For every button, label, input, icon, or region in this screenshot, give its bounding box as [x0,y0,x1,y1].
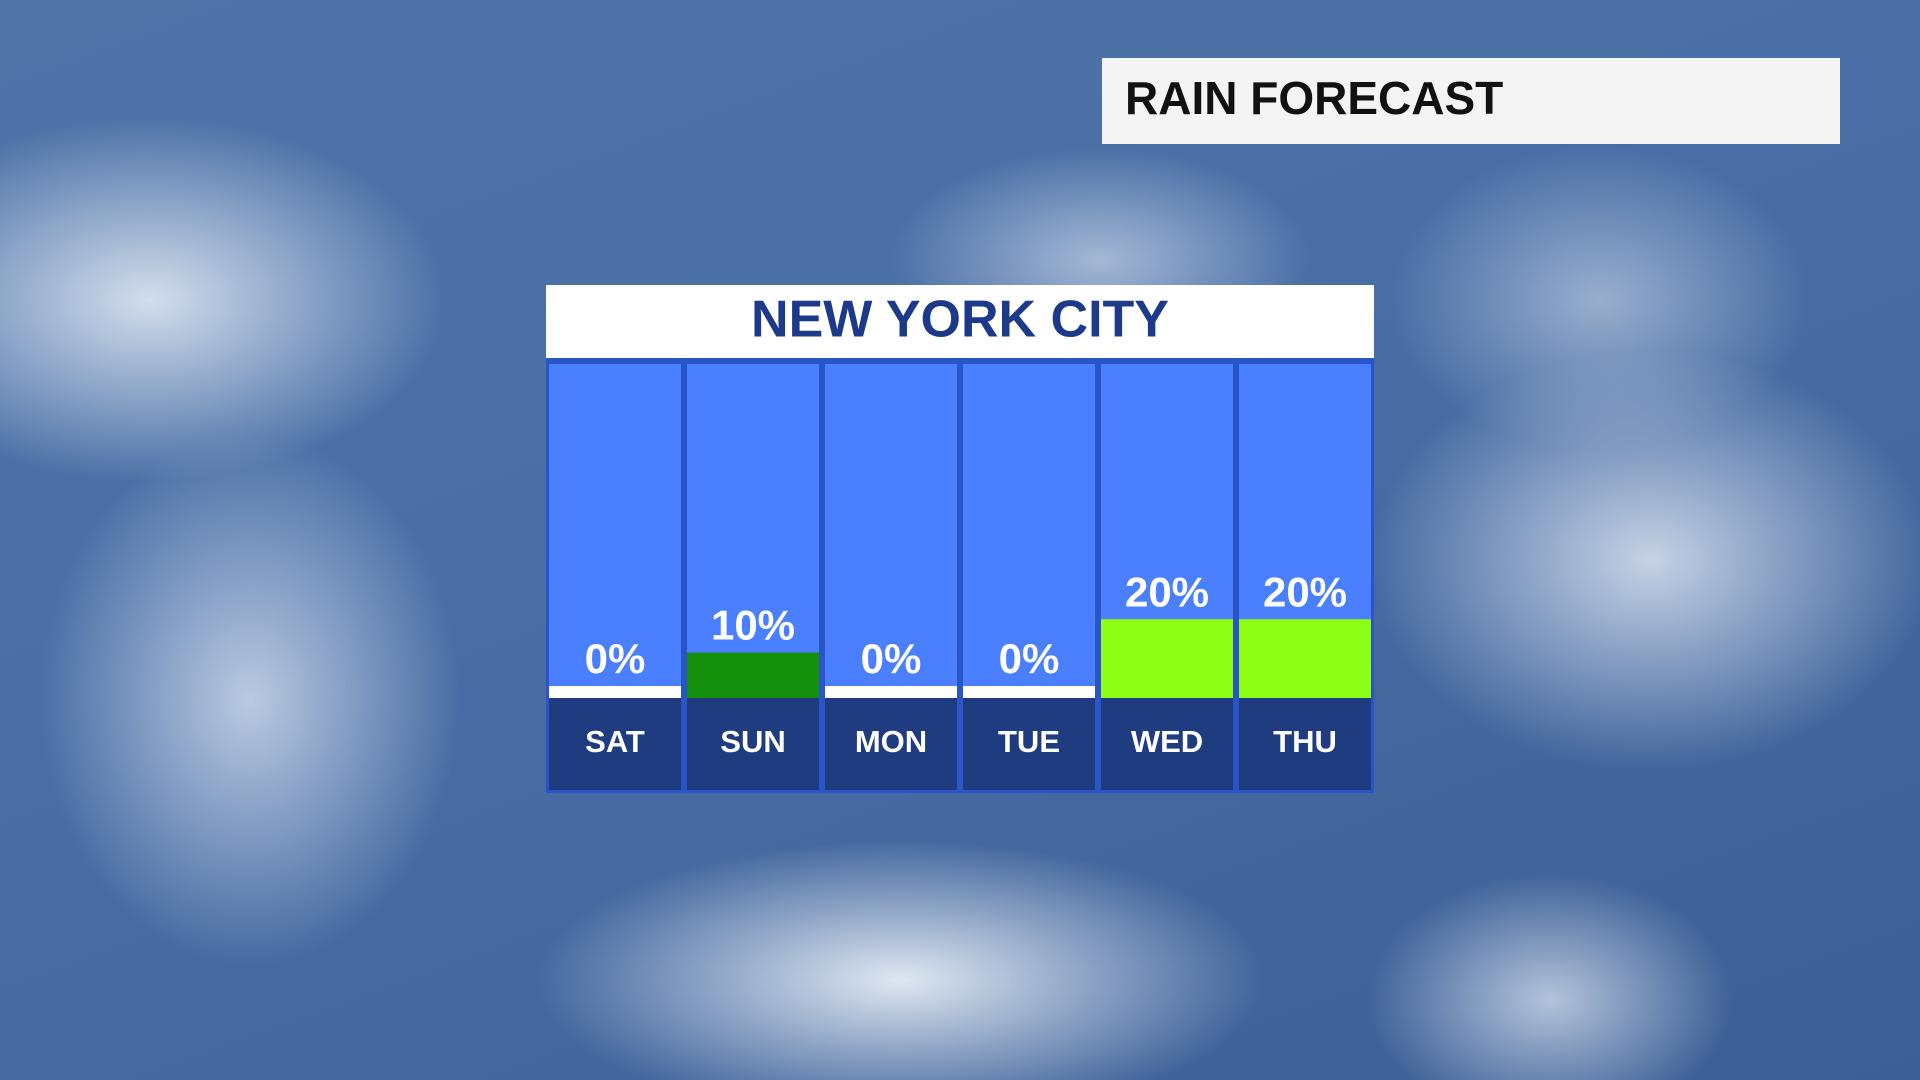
value-label: 20% [1263,568,1347,615]
day-box [963,698,1095,790]
panel-title-box [546,285,1374,358]
day-label: SAT [585,724,645,759]
bar [549,686,681,698]
day-label: TUE [998,724,1060,759]
chart-title: NEW YORK CITY [751,291,1169,349]
panel [546,285,1374,793]
day-box [549,698,681,790]
bar [1101,619,1233,698]
value-label: 20% [1125,568,1209,615]
value-label: 10% [711,602,795,649]
column-bg [549,364,681,698]
column-bg [825,364,957,698]
day-box [825,698,957,790]
day-label: WED [1131,724,1203,759]
value-label: 0% [585,635,646,682]
header-title: RAIN FORECAST [1125,72,1503,124]
day-label: THU [1273,724,1337,759]
bar [1239,619,1371,698]
value-label: 0% [999,635,1060,682]
column-bg [687,364,819,698]
day-label: MON [855,724,927,759]
value-label: 0% [861,635,922,682]
bar [687,652,819,698]
day-box [687,698,819,790]
bar [825,686,957,698]
day-box [1101,698,1233,790]
day-label: SUN [720,724,785,759]
day-box [1239,698,1371,790]
header-box [1102,58,1840,144]
bar [963,686,1095,698]
column-bg [963,364,1095,698]
